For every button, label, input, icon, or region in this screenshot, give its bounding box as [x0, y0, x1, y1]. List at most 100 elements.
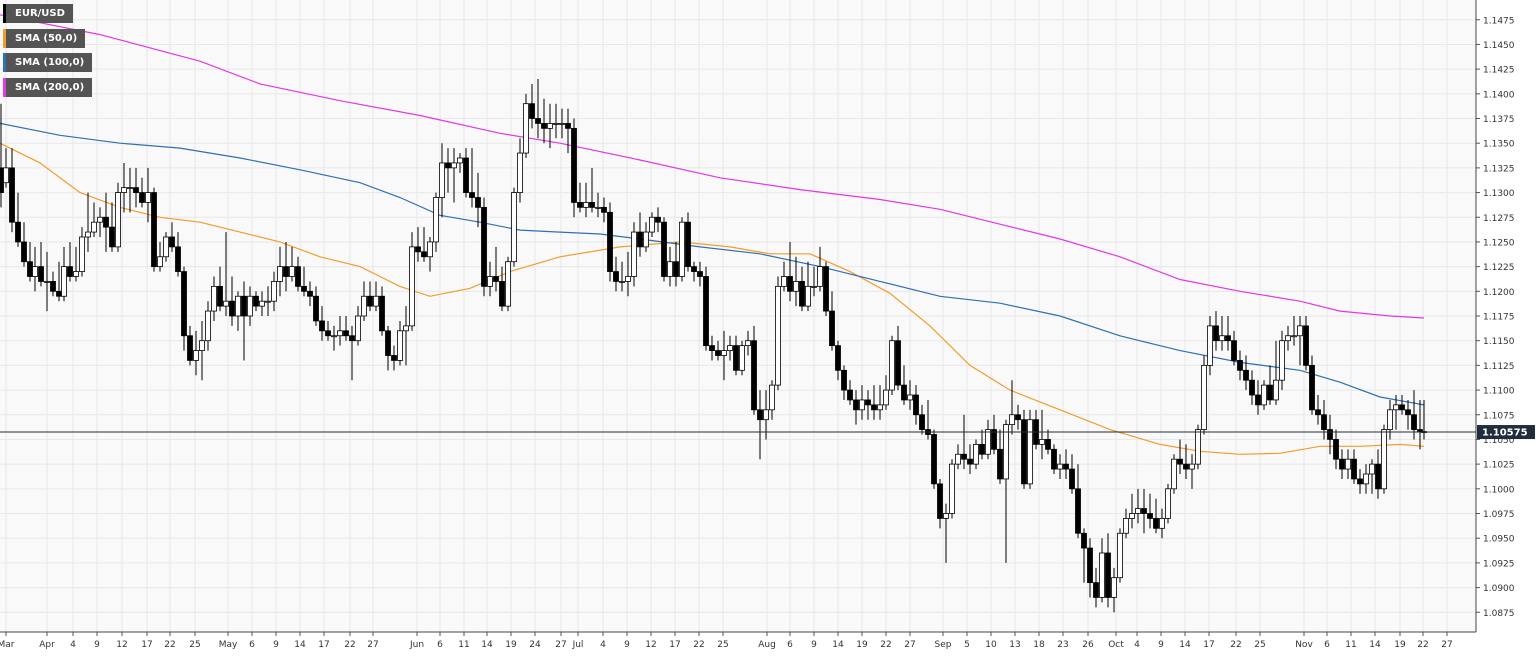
candle-body: [199, 340, 205, 351]
candle-body: [985, 429, 991, 455]
candle-body: [1057, 463, 1063, 470]
x-tick-label: 13: [1009, 640, 1020, 650]
legend-item-eurusd[interactable]: EUR/USD: [3, 4, 73, 23]
candle-body: [697, 271, 703, 277]
candle-body: [667, 261, 673, 277]
candle-body: [409, 246, 415, 327]
candle-body: [679, 221, 685, 277]
candle-body: [1399, 404, 1405, 411]
candle-body: [1123, 518, 1129, 534]
candle-body: [193, 350, 199, 361]
candle-body: [1219, 335, 1225, 342]
x-tick-label: 23: [1057, 640, 1068, 650]
candle-body: [1003, 424, 1009, 480]
candle-body: [955, 453, 961, 465]
x-tick-label: 17: [141, 640, 152, 650]
x-tick-label: 9: [811, 640, 817, 650]
candle-body: [823, 266, 829, 312]
candle-body: [487, 276, 493, 287]
candle-body: [1381, 429, 1387, 490]
x-tick-label: 17: [1203, 640, 1214, 650]
x-tick-label: 9: [1158, 640, 1164, 650]
candle-body: [325, 330, 331, 337]
x-tick-label: 25: [189, 640, 200, 650]
y-tick-label: 1.1250: [1483, 238, 1515, 248]
x-tick-label: 27: [367, 640, 378, 650]
price-tag: [1477, 425, 1535, 440]
candle-body: [367, 295, 373, 307]
candle-body: [463, 157, 469, 193]
y-tick-label: 1.1125: [1483, 362, 1515, 372]
x-tick-label: 4: [1134, 640, 1140, 650]
candle-body: [1363, 473, 1369, 485]
candle-body: [799, 281, 805, 307]
candle-body: [475, 197, 481, 208]
candle-body: [79, 236, 85, 272]
x-tick-label: Apr: [39, 640, 55, 650]
candle-body: [997, 448, 1003, 480]
legend-swatch-sma200: [3, 78, 6, 97]
x-tick-label: 6: [249, 640, 255, 650]
y-tick-label: 1.1100: [1483, 387, 1515, 397]
candle-body: [805, 285, 811, 307]
candle-body: [85, 231, 91, 238]
candle-body: [1105, 552, 1111, 598]
candle-body: [619, 281, 625, 283]
candle-body: [625, 276, 631, 282]
legend-swatch-sma50: [3, 29, 6, 48]
candle-body: [745, 340, 751, 347]
candle-body: [253, 295, 259, 307]
candle-body: [973, 443, 979, 465]
candle-body: [313, 295, 319, 322]
x-tick-label: Oct: [1108, 640, 1124, 650]
y-tick-label: 1.0950: [1483, 535, 1515, 545]
legend-label-sma200: SMA (200,0): [6, 78, 93, 97]
candle-body: [781, 276, 787, 287]
legend-item-sma200[interactable]: SMA (200,0): [3, 78, 93, 97]
candle-body: [1039, 439, 1045, 445]
candle-body: [541, 123, 547, 129]
candle-body: [775, 285, 781, 386]
candle-body: [937, 483, 943, 519]
candle-body: [349, 335, 355, 342]
candle-body: [97, 216, 103, 223]
candle-body: [44, 281, 50, 283]
candle-body: [67, 266, 73, 277]
y-tick-label: 1.1075: [1483, 411, 1515, 421]
candle-body: [871, 404, 877, 411]
candle-body: [307, 290, 313, 297]
candle-body: [1279, 340, 1285, 381]
y-tick-label: 1.1175: [1483, 313, 1515, 323]
candle-body: [967, 458, 973, 465]
candle-body: [1015, 414, 1021, 421]
candle-body: [139, 192, 145, 203]
candle-body: [661, 221, 667, 277]
legend-item-sma100[interactable]: SMA (100,0): [3, 53, 93, 72]
candle-body: [1405, 409, 1411, 416]
candle-body: [3, 167, 9, 184]
candle-body: [277, 266, 283, 282]
x-tick-label: 9: [94, 640, 100, 650]
candle-body: [919, 414, 925, 430]
candle-body: [1309, 364, 1315, 411]
candle-body: [1315, 409, 1321, 416]
candle-body: [211, 285, 217, 312]
candle-body: [835, 345, 841, 371]
candle-body: [847, 389, 853, 401]
candle-body: [631, 231, 637, 277]
candle-body: [637, 231, 643, 248]
candle-body: [241, 295, 247, 317]
candle-body: [355, 315, 361, 342]
candle-body: [379, 295, 385, 332]
candle-body: [1333, 439, 1339, 460]
candle-body: [877, 404, 883, 411]
x-tick-label: May: [219, 640, 238, 650]
legend-item-sma50[interactable]: SMA (50,0): [3, 29, 86, 48]
candle-body: [289, 266, 295, 277]
x-tick-label: 6: [1324, 640, 1330, 650]
x-tick-label: 11: [458, 640, 469, 650]
candle-body: [103, 216, 109, 228]
candle-body: [469, 192, 475, 198]
candle-body: [32, 266, 38, 277]
